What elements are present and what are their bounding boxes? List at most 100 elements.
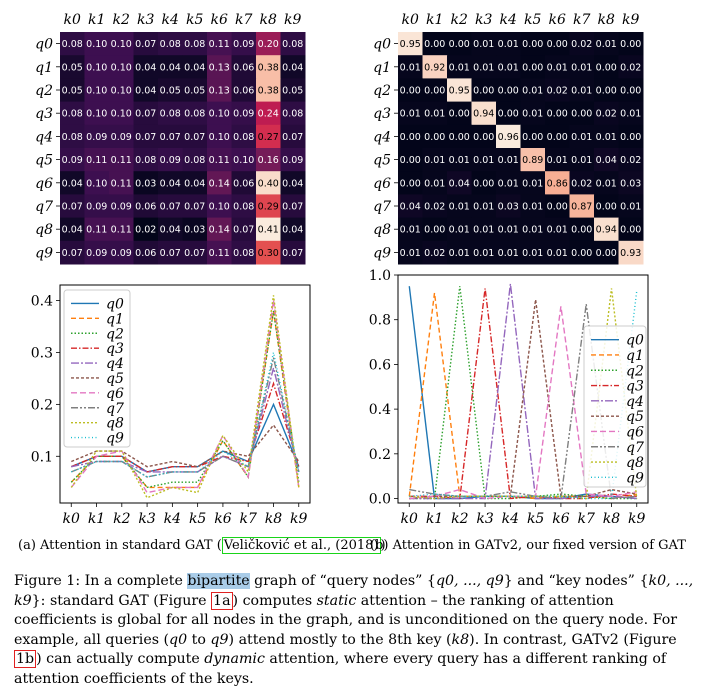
heatmap-cell: [618, 32, 644, 56]
citation-link[interactable]: Veličković et al., (2018): [221, 537, 381, 554]
heatmap-cell: [158, 101, 183, 126]
citation-author: Veličković et al.: [223, 538, 327, 553]
heatmap-cell-value: 0.00: [620, 39, 641, 50]
x-tick-label: k7: [239, 511, 256, 527]
heatmap-cell: [422, 32, 448, 56]
heatmap-cell-value: 0.01: [449, 62, 470, 73]
heatmap-cell-value: 0.14: [209, 225, 230, 236]
heatmap-cell: [618, 240, 644, 265]
heatmap-cell-value: 0.09: [86, 202, 107, 213]
heatmap-cell-value: 0.00: [596, 202, 617, 213]
heatmap-row-label: q0: [35, 37, 53, 53]
x-tick-label: k8: [265, 511, 282, 527]
heatmap-cell: [256, 124, 281, 149]
heatmap-cell: [422, 124, 448, 149]
heatmap-cell: [422, 171, 448, 195]
heatmap-cell-value: 0.00: [596, 86, 617, 97]
heatmap-cell: [618, 217, 644, 242]
heatmap-cell: [422, 148, 448, 172]
heatmap-cell: [447, 240, 472, 265]
heatmap-cell-value: 0.04: [400, 202, 421, 213]
heatmap-gatv2: k0 k1 k2 k3 k4 k5 k6 k7 k8 k9 q0 q1 q2 q3 q4 q5 q6 q7 q8 q9…: [373, 12, 644, 265]
heatmap-cell: [109, 217, 134, 242]
heatmap-cell: [133, 171, 159, 195]
heatmap-cell-value: 0.09: [282, 155, 303, 166]
subcaption-a-text: (a) Attention in standard GAT (: [18, 538, 222, 553]
heatmap-cell-value: 0.07: [135, 132, 156, 143]
heatmap-cell-value: 0.01: [473, 248, 494, 259]
heatmap-cell-value: 0.11: [209, 39, 230, 50]
heatmap-cell: [618, 124, 644, 149]
legend-label: q6: [106, 386, 124, 402]
heatmap-cell-value: 0.08: [184, 109, 205, 120]
heatmap-cell-value: 0.96: [498, 132, 519, 143]
heatmap-cell-value: 0.20: [258, 39, 279, 50]
heatmap-col-label: k5: [524, 12, 541, 28]
heatmap-cell-value: 0.30: [258, 248, 279, 259]
series-line-q2: [70, 310, 300, 489]
heatmap-col-label: k5: [186, 12, 203, 28]
legend-label: q0: [626, 333, 644, 349]
heatmap-cell: [109, 240, 134, 265]
heatmap-cell: [256, 32, 281, 56]
heatmap-cell: [471, 124, 497, 149]
subcaption-a: (a) Attention in standard GAT (Veličkovi…: [18, 537, 386, 554]
heatmap-cell: [256, 217, 281, 242]
heatmap-cell-value: 0.01: [424, 109, 445, 120]
heatmap-cell: [280, 217, 306, 242]
heatmap-cell: [109, 171, 134, 195]
heatmap-cell-value: 0.00: [596, 248, 617, 259]
heatmap-cell-value: 0.08: [282, 39, 303, 50]
heatmap-cell-value: 0.09: [233, 39, 254, 50]
heatmap-cell: [84, 78, 110, 103]
heatmap-cell: [471, 78, 497, 103]
heatmap-cell-value: 0.08: [135, 155, 156, 166]
heatmap-cell-value: 0.07: [282, 202, 303, 213]
heatmap-cell: [182, 171, 208, 195]
heatmap-cell-value: 0.01: [547, 225, 568, 236]
heatmap-cell-value: 0.01: [473, 225, 494, 236]
y-tick-label: 0.4: [369, 402, 391, 418]
heatmap-cell-value: 0.01: [522, 225, 543, 236]
heatmap-cell-value: 0.00: [522, 39, 543, 50]
heatmap-cell: [158, 124, 183, 149]
heatmap-cell: [256, 194, 281, 219]
heatmap-cell-value: 0.01: [547, 155, 568, 166]
heatmap-cell: [569, 55, 595, 79]
heatmap-cell: [496, 194, 521, 219]
heatmap-cell: [569, 240, 595, 265]
x-tick-label: k7: [577, 511, 594, 527]
heatmap-row-label: q0: [373, 37, 391, 53]
heatmap-cell: [60, 124, 85, 149]
heatmap-cell: [471, 148, 497, 172]
heatmap-cell: [496, 124, 521, 149]
heatmap-cell: [422, 240, 448, 265]
heatmap-cell-value: 0.10: [86, 62, 107, 73]
figure-ref-1b[interactable]: 1b: [14, 650, 37, 668]
heatmap-cell-value: 0.00: [547, 202, 568, 213]
heatmap-cell-value: 0.00: [498, 86, 519, 97]
heatmap-cell-value: 0.01: [424, 155, 445, 166]
heatmap-cell-value: 0.00: [522, 132, 543, 143]
heatmap-cell-value: 0.11: [209, 248, 230, 259]
x-tick-label: k0: [63, 511, 80, 527]
heatmap-col-label: k1: [426, 12, 443, 28]
caption-math: k0, ..., k9: [14, 573, 694, 609]
heatmap-cell: [207, 78, 232, 103]
heatmap-cell-value: 0.01: [400, 62, 421, 73]
heatmap-cell-value: 0.01: [400, 248, 421, 259]
heatmap-cell: [256, 101, 281, 126]
heatmap-cell: [520, 171, 546, 195]
heatmap-cell: [447, 171, 472, 195]
heatmap-cell: [109, 148, 134, 172]
heatmap-cell: [133, 124, 159, 149]
heatmap-cell: [618, 101, 644, 126]
heatmap-cell: [398, 194, 423, 219]
heatmap-cell-value: 0.04: [160, 178, 181, 189]
heatmap-cell-value: 0.04: [62, 178, 83, 189]
heatmap-cell: [231, 55, 257, 79]
heatmap-cell: [60, 217, 85, 242]
heatmap-col-label: k1: [88, 12, 105, 28]
heatmap-cell: [520, 240, 546, 265]
figure-ref-1a[interactable]: 1a: [211, 591, 233, 610]
